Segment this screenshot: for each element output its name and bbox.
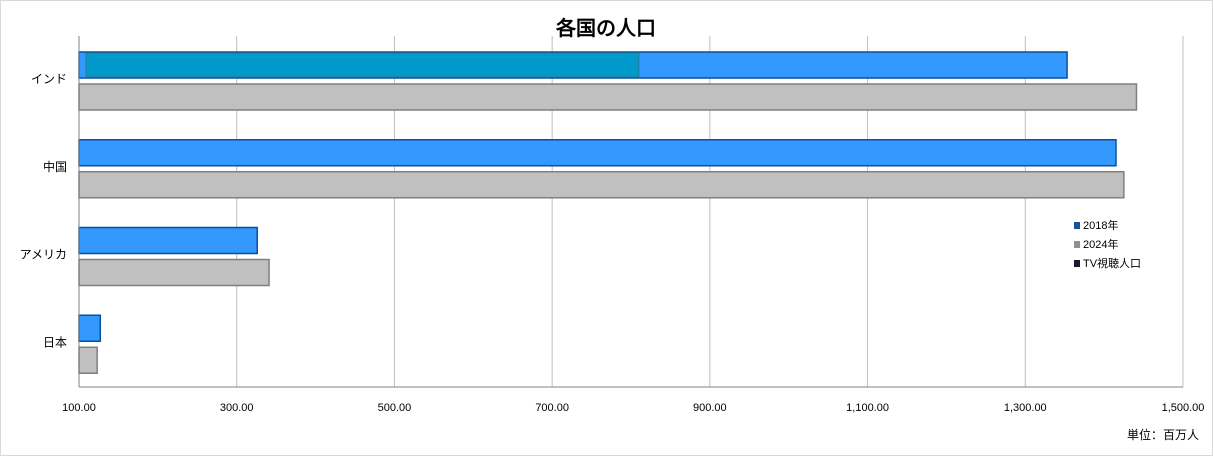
x-tick-labels: 100.00 300.00 500.00 700.00 900.00 1,100.00 1,… (62, 402, 1204, 414)
bar-2024 (78, 346, 98, 374)
legend-label: TV視聴人口 (1083, 256, 1141, 270)
unit-label: 単位：百万人 (1127, 427, 1199, 442)
bars (78, 51, 1138, 374)
x-tick-label: 1,100.00 (846, 402, 889, 414)
x-tick-label: 500.00 (378, 402, 412, 414)
legend-label: 2024年 (1083, 237, 1118, 251)
legend-swatch (1074, 260, 1080, 267)
axes (78, 36, 1183, 388)
bar-2024 (78, 83, 1138, 111)
chart-title: 各国の人口 (555, 16, 656, 40)
category-label: 中国 (43, 159, 67, 174)
bar-2024 (78, 258, 270, 287)
bar-tv-viewers (85, 52, 640, 78)
category-label: 日本 (43, 335, 67, 349)
legend-label: 2018年 (1083, 218, 1118, 232)
legend: 2018年 2024年 TV視聴人口 (1074, 218, 1141, 270)
x-tick-label: 700.00 (535, 402, 569, 414)
x-tick-label: 900.00 (693, 402, 727, 414)
legend-swatch (1074, 222, 1080, 229)
bar-2018 (78, 226, 258, 255)
x-tick-label: 1,500.00 (1162, 402, 1205, 414)
category-label: インド (31, 72, 67, 86)
bar-2018 (78, 139, 1117, 167)
x-tick-label: 100.00 (62, 402, 96, 414)
legend-swatch (1074, 241, 1080, 248)
x-tick-label: 1,300.00 (1004, 402, 1047, 414)
x-tick-label: 300.00 (220, 402, 254, 414)
category-label: アメリカ (20, 248, 67, 262)
bar-2024 (78, 171, 1125, 199)
bar-2018 (78, 314, 102, 342)
